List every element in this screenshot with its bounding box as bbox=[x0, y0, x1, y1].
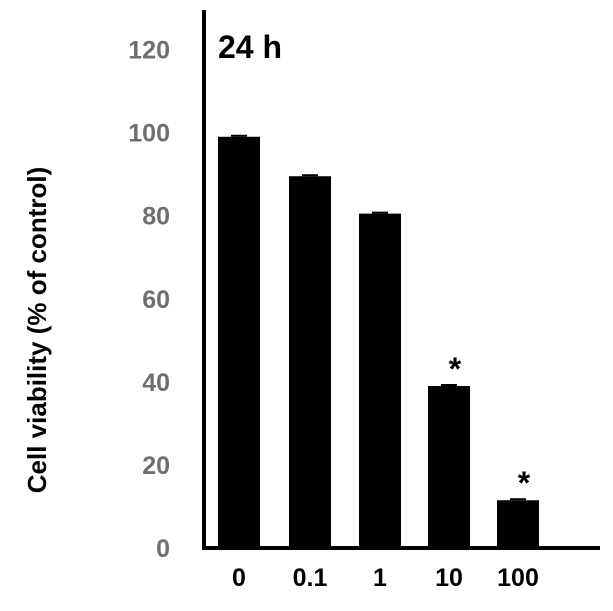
y-tick-label: 100 bbox=[128, 120, 170, 148]
x-tick-label: 100 bbox=[497, 564, 539, 592]
x-tick-label: 0 bbox=[232, 564, 246, 592]
y-tick-label: 0 bbox=[156, 535, 170, 563]
chart-title: 24 h bbox=[218, 29, 282, 65]
y-axis-label: Cell viability (% of control) bbox=[22, 167, 52, 493]
bar bbox=[359, 213, 401, 548]
y-tick-label: 80 bbox=[142, 203, 170, 231]
bars bbox=[218, 134, 539, 548]
y-tick-labels: 0 20 40 60 80 100 120 bbox=[128, 37, 170, 563]
bar bbox=[218, 136, 260, 548]
y-tick-label: 60 bbox=[142, 286, 170, 314]
significance-label: * bbox=[518, 465, 531, 501]
x-tick-label: 1 bbox=[373, 564, 387, 592]
y-tick-label: 20 bbox=[142, 452, 170, 480]
y-tick-label: 40 bbox=[142, 369, 170, 397]
x-tick-label: 10 bbox=[435, 564, 463, 592]
x-tick-label: 0.1 bbox=[293, 564, 328, 592]
bar bbox=[497, 500, 539, 548]
x-tick-labels: 0 0.1 1 10 100 bbox=[232, 564, 539, 592]
significance-label: * bbox=[449, 351, 462, 387]
y-tick-label: 120 bbox=[128, 37, 170, 65]
significance-labels: ** bbox=[449, 351, 531, 501]
bar bbox=[428, 386, 470, 548]
bar bbox=[289, 176, 331, 548]
